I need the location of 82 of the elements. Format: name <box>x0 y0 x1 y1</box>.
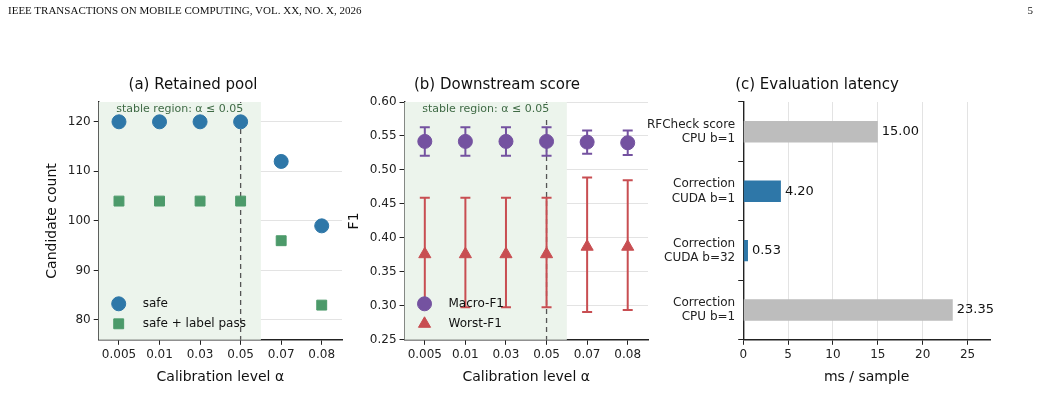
y-tick-label: 0.35 <box>369 263 397 278</box>
y-axis-title: Candidate count <box>43 162 60 279</box>
x-tick-label: 0.05 <box>533 347 560 362</box>
point <box>275 235 287 247</box>
point <box>418 246 432 259</box>
y-axis-title: F1 <box>345 212 362 230</box>
bar <box>743 180 781 202</box>
band-label: stable region: α ≤ 0.05 <box>116 102 244 116</box>
point <box>154 195 165 207</box>
y-tick-label: 0.40 <box>369 230 397 245</box>
point <box>235 195 247 207</box>
y-tick-label: 0.30 <box>369 297 397 312</box>
point <box>620 135 636 151</box>
y-tick-label: RFCheck score CPU b=1 <box>646 116 736 146</box>
point <box>233 114 249 130</box>
point <box>192 114 208 130</box>
x-tick-label: 0.005 <box>101 347 137 362</box>
y-tick-label: 0.25 <box>369 331 397 346</box>
point <box>417 133 433 149</box>
x-axis-title: Calibration level α <box>156 368 285 385</box>
legend-label: safe + label pass <box>142 315 246 330</box>
x-tick-label: 0.01 <box>452 347 479 362</box>
band-label: stable region: α ≤ 0.05 <box>422 102 550 116</box>
point <box>498 133 514 149</box>
y-tick-label: 80 <box>75 312 91 327</box>
x-axis-title: Calibration level α <box>462 368 591 385</box>
chart-title: (a) Retained pool <box>128 74 258 93</box>
point <box>458 246 472 259</box>
x-tick-label: 25 <box>959 347 976 362</box>
point <box>152 114 168 130</box>
y-tick-label: 110 <box>67 163 91 178</box>
point <box>539 246 554 259</box>
data-label: 23.35 <box>956 301 994 317</box>
x-tick-label: 0 <box>739 347 748 362</box>
point <box>113 195 125 207</box>
x-tick-label: 10 <box>825 347 841 362</box>
x-tick-label: 0.08 <box>308 347 336 362</box>
x-tick-label: 0.01 <box>146 347 173 362</box>
y-tick-label: Correction CPU b=1 <box>673 295 736 324</box>
bar <box>743 239 748 262</box>
point <box>580 239 594 251</box>
y-tick-label: Correction CUDA b=32 <box>664 235 736 264</box>
point <box>273 153 289 169</box>
text: 5 <box>1027 4 1033 16</box>
chart-title: (b) Downstream score <box>413 74 581 93</box>
x-tick-label: 0.03 <box>186 347 214 362</box>
x-tick-label: 0.07 <box>267 347 295 362</box>
point <box>621 239 635 251</box>
point <box>499 246 513 259</box>
x-tick-label: 0.03 <box>492 347 520 362</box>
data-label: 0.53 <box>751 242 781 257</box>
data-label: 4.20 <box>784 182 814 198</box>
y-tick-label: 0.45 <box>369 196 397 211</box>
y-tick-label: 0.50 <box>369 162 397 177</box>
y-tick-label: 0.60 <box>369 94 397 109</box>
y-tick-label: 100 <box>67 213 91 228</box>
point <box>314 218 330 234</box>
text: IEEE TRANSACTIONS ON MOBILE COMPUTING, VOL. XX, NO. X, 2026 <box>8 4 362 16</box>
point <box>457 133 473 149</box>
y-tick-label: 90 <box>75 262 91 277</box>
chart-title: (c) Evaluation latency <box>735 74 899 93</box>
x-axis-title: ms / sample <box>823 368 910 385</box>
y-tick-label: Correction CUDA b=1 <box>671 176 736 205</box>
legend-label: safe <box>142 295 168 310</box>
bar <box>743 299 953 321</box>
point <box>194 195 206 207</box>
y-tick-label: 120 <box>67 113 91 128</box>
point <box>111 114 127 130</box>
x-tick-label: 20 <box>915 347 931 362</box>
x-tick-label: 0.07 <box>573 347 601 362</box>
point <box>539 133 555 149</box>
x-tick-label: 0.05 <box>227 347 254 362</box>
legend-label: Worst-F1 <box>448 315 502 330</box>
bar <box>743 121 878 143</box>
x-tick-label: 15 <box>870 347 886 362</box>
y-tick-label: 0.55 <box>369 128 397 143</box>
data-label: 15.00 <box>881 123 920 139</box>
x-tick-label: 0.005 <box>407 347 442 362</box>
x-tick-label: 5 <box>784 347 792 362</box>
point <box>579 134 595 150</box>
point <box>316 299 328 311</box>
x-tick-label: 0.08 <box>614 347 642 362</box>
